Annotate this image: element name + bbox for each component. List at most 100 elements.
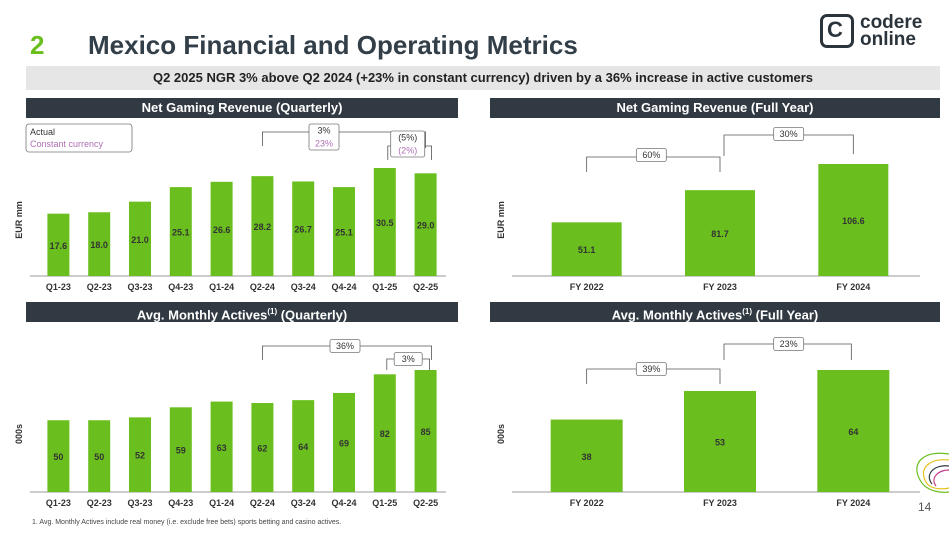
bar-FY 2022 (550, 419, 623, 492)
x-tick-label: Q3-24 (291, 282, 316, 292)
value-label: 25.1 (335, 228, 353, 238)
growth-label: 36% (336, 341, 354, 351)
page-title: Mexico Financial and Operating Metrics (88, 30, 578, 60)
subtitle-text: Q2 2025 NGR 3% above Q2 2024 (+23% in co… (152, 70, 814, 85)
x-tick-label: Q3-23 (127, 282, 152, 292)
panel-header-mau-fy-sup: (1) (742, 307, 753, 316)
x-tick-label: FY 2022 (570, 282, 604, 292)
footnote: 1. Avg. Monthly Actives include real mon… (32, 519, 342, 526)
growth-label: 23% (780, 339, 798, 349)
growth-label-box (308, 123, 340, 151)
bar-Q2-25 (414, 173, 437, 276)
x-tick-label: Q4-23 (168, 498, 193, 508)
mau-full-year-chart: 38 FY 2022 53 FY 2023 64 FY 2024 000s 39% 23% (496, 337, 920, 508)
panel-header-ngr-quarterly: Net Gaming Revenue (Quarterly) (26, 98, 458, 118)
logo-line-1: codere (860, 12, 923, 33)
bar-Q1-25 (373, 168, 396, 276)
value-label: 28.2 (254, 222, 272, 232)
x-tick-label: Q1-24 (209, 282, 234, 292)
x-tick-label: Q1-23 (46, 282, 71, 292)
value-label: 29.0 (417, 221, 435, 231)
bar-Q1-24 (210, 401, 233, 492)
growth-label-box (635, 362, 667, 376)
value-label: 63 (217, 443, 227, 453)
panel-header-mau-fy-main: Avg. Monthly Actives (611, 307, 743, 323)
panel-header-mau-fy-suffix: (Full Year) (752, 307, 819, 323)
bar-FY 2024 (817, 370, 890, 492)
growth-label: 3% (317, 126, 330, 136)
bar-Q4-23 (169, 187, 192, 276)
ngr-quarterly-chart: 17.6 Q1-23 18.0 Q2-23 21.0 Q3-23 25.1 Q4-23 26.6… (14, 123, 446, 292)
bar-Q2-24 (251, 403, 274, 492)
bar-Q3-23 (129, 417, 151, 492)
y-axis-label: EUR mm (496, 201, 506, 239)
value-label: 106.6 (842, 216, 865, 226)
growth-label: (5%) (398, 133, 417, 143)
x-tick-label: Q2-23 (87, 282, 112, 292)
growth-label: 60% (642, 150, 660, 160)
codere-online-logo: C codere online (820, 12, 940, 54)
panel-header-ngr-full-year: Net Gaming Revenue (Full Year) (490, 98, 940, 118)
y-axis-label: 000s (14, 424, 24, 444)
value-label: 30.5 (376, 218, 394, 228)
value-label: 21.0 (131, 235, 149, 245)
x-tick-label: Q1-25 (372, 282, 397, 292)
logo-line-2: online (860, 29, 916, 50)
x-tick-label: FY 2023 (703, 498, 737, 508)
x-tick-label: Q4-23 (168, 282, 193, 292)
value-label: 62 (257, 444, 267, 454)
panel-header-mau-q-sup: (1) (267, 307, 278, 316)
bar-Q3-23 (129, 201, 151, 276)
y-axis-label: EUR mm (14, 201, 24, 239)
growth-label-box (390, 130, 426, 158)
growth-bracket (261, 131, 427, 148)
x-tick-label: Q3-24 (291, 498, 316, 508)
x-tick-label: FY 2024 (836, 282, 870, 292)
x-tick-label: Q3-23 (127, 498, 152, 508)
panel-header-mau-quarterly: Avg. Monthly Actives(1) (Quarterly) (26, 302, 458, 322)
mau-quarterly-chart: 50 Q1-23 50 Q2-23 52 Q3-23 59 Q4-23 63 Q1-24 62 Q2-… (14, 339, 446, 508)
value-label: 50 (53, 452, 63, 462)
logo-mark-icon (820, 14, 854, 48)
x-tick-label: Q2-24 (250, 498, 275, 508)
growth-label-box (635, 148, 667, 162)
bar-Q1-24 (210, 181, 233, 276)
growth-label: 39% (642, 364, 660, 374)
growth-label: 30% (780, 129, 798, 139)
growth-label-box (393, 352, 423, 366)
bar-FY 2022 (551, 222, 622, 276)
x-tick-label: FY 2024 (836, 498, 870, 508)
bar-Q3-24 (292, 400, 315, 492)
bar-Q2-25 (414, 370, 437, 492)
logo-c-glyph: C (827, 17, 843, 42)
value-label: 64 (848, 427, 858, 437)
value-label: 51.1 (578, 245, 596, 255)
panel-header-mau-q-suffix: (Quarterly) (277, 307, 348, 323)
value-label: 69 (339, 438, 349, 448)
legend-actual: Actual (30, 127, 55, 137)
value-label: 64 (298, 442, 308, 452)
decorative-swirl-icon (916, 452, 949, 493)
value-label: 38 (582, 452, 592, 462)
value-label: 26.6 (213, 225, 231, 235)
bar-Q3-24 (292, 181, 315, 276)
x-tick-label: Q2-23 (87, 498, 112, 508)
bar-Q4-24 (333, 187, 355, 276)
bar-Q1-23 (47, 420, 70, 492)
section-number: 2 (30, 30, 45, 60)
bar-Q1-23 (47, 213, 70, 276)
bar-Q2-24 (251, 176, 274, 276)
value-label: 52 (135, 451, 145, 461)
value-label: 53 (715, 437, 725, 447)
legend-constant-currency: Constant currency (30, 139, 104, 149)
growth-label: 23% (315, 139, 333, 149)
x-tick-label: Q2-25 (413, 498, 438, 508)
bar-FY 2023 (684, 390, 756, 492)
bar-FY 2024 (818, 164, 889, 276)
y-axis-label: 000s (496, 424, 506, 444)
bar-FY 2023 (685, 190, 755, 276)
x-tick-label: Q4-24 (331, 498, 356, 508)
x-tick-label: Q1-25 (372, 498, 397, 508)
growth-label: 3% (402, 354, 415, 364)
x-tick-label: FY 2022 (570, 498, 604, 508)
